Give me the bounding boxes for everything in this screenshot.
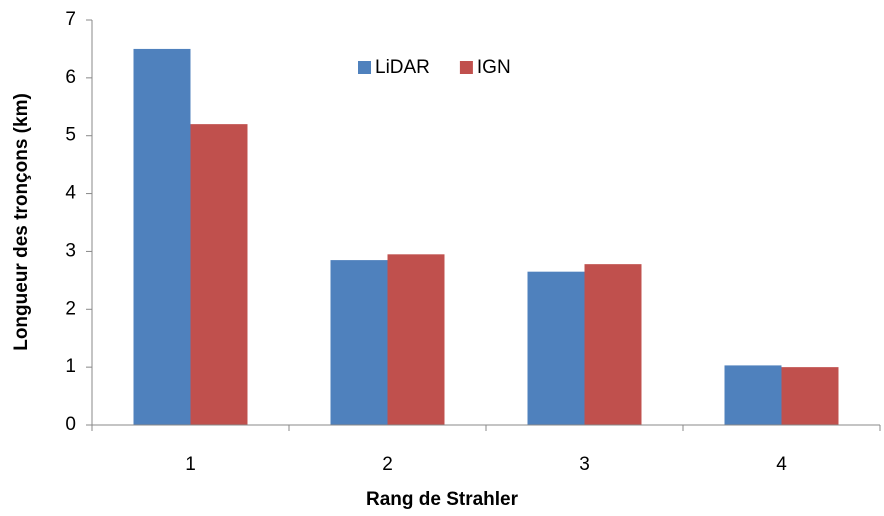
x-tick-label: 4	[776, 454, 787, 475]
y-tick-label: 3	[65, 240, 76, 261]
x-tick-label: 1	[185, 454, 196, 475]
bar	[724, 365, 782, 425]
bar	[330, 260, 388, 425]
y-tick-label: 0	[65, 414, 76, 435]
bar	[133, 48, 191, 426]
x-tick-label: 3	[579, 454, 590, 475]
bar	[584, 264, 642, 425]
bar	[781, 367, 839, 425]
bar	[190, 124, 248, 426]
x-axis-title: Rang de Strahler	[366, 489, 519, 510]
legend-label: LiDAR	[375, 57, 430, 78]
y-tick-label: 7	[65, 9, 76, 30]
bar	[527, 271, 585, 425]
y-tick-label: 2	[65, 298, 76, 319]
y-tick-label: 6	[65, 67, 76, 88]
bar	[387, 254, 445, 425]
y-tick-label: 4	[65, 183, 76, 204]
legend-label: IGN	[477, 57, 511, 78]
y-tick-label: 1	[65, 356, 76, 377]
x-tick-label: 2	[382, 454, 393, 475]
legend-swatch	[459, 61, 473, 74]
y-axis-title: Longueur des tronçons (km)	[11, 93, 32, 351]
legend-swatch	[358, 61, 371, 74]
y-tick-label: 5	[65, 125, 76, 146]
